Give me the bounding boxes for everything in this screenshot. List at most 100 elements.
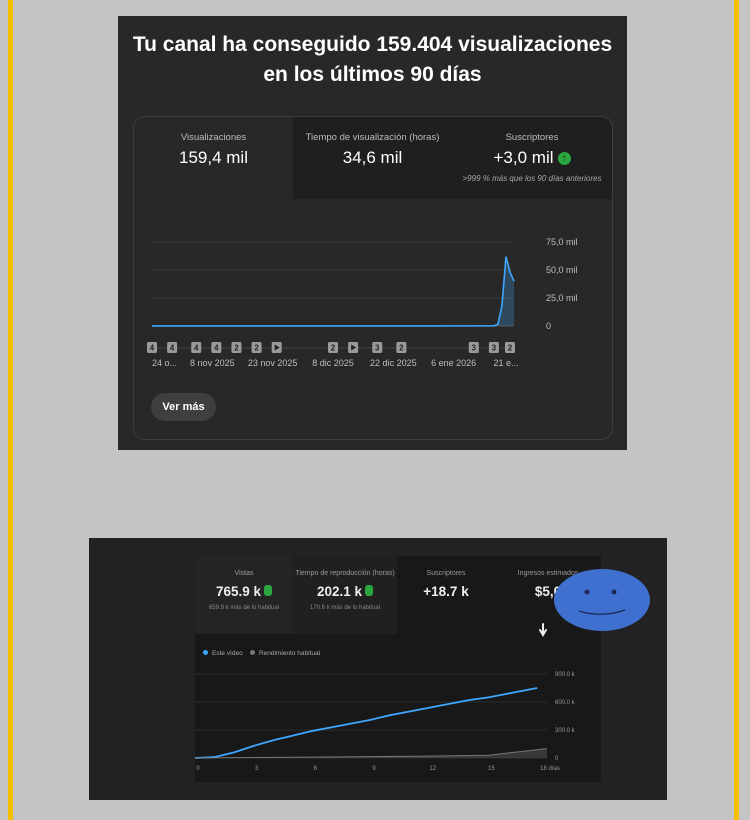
legend-label: Este vídeo: [212, 650, 243, 657]
metric-label: Visualizaciones: [180, 132, 247, 143]
y-tick-label: 300.0 k: [555, 728, 576, 734]
arrow-up-icon: ↑: [557, 152, 571, 165]
metric-label: Suscriptores: [505, 132, 559, 143]
tab-watch-time[interactable]: Tiempo de visualización (horas) 34,6 mil: [293, 117, 452, 199]
event-marker: [147, 342, 157, 353]
event-marker: [251, 342, 262, 353]
metric-label: Ingresos estimados: [517, 570, 579, 577]
metric-value: 765.9 k: [215, 584, 262, 599]
smiley-face-shape: [554, 569, 650, 631]
smiley-mouth: [578, 609, 626, 615]
metric-note: 659.9 k más de lo habitual: [208, 605, 280, 611]
event-marker-label: 2: [234, 344, 239, 353]
event-marker: [504, 342, 515, 353]
smiley-face-drawing: [554, 569, 650, 631]
views-chart: 75,0 mil 50,0 mil 25,0 mil 0 4 4 4 4 2 2 2 3 2 3 3 2 24 …: [147, 237, 578, 368]
tab-watch-time[interactable]: Tiempo de reproducción (horas) 202.1 k 1…: [293, 556, 397, 634]
x-tick-label: 21 e...: [493, 358, 518, 368]
event-marker: [488, 342, 499, 353]
event-marker: [468, 342, 479, 353]
event-marker-label: 2: [399, 344, 404, 353]
y-tick-label: 75,0 mil: [546, 237, 578, 247]
event-marker: [211, 342, 222, 353]
event-marker: [396, 342, 407, 353]
mouse-cursor-icon: [539, 623, 547, 637]
x-tick-label: 0: [196, 766, 200, 772]
x-tick-label: 8 dic 2025: [312, 358, 354, 368]
video-analytics-screenshot: Vistas 765.9 k 659.9 k más de lo habitua…: [89, 538, 667, 800]
play-icon: [351, 344, 357, 351]
event-marker-label: 3: [472, 344, 477, 353]
event-marker-label: 4: [214, 344, 219, 353]
metrics-card: Visualizaciones 159,4 mil Tiempo de visu…: [133, 116, 613, 440]
analytics-summary-panel: Tu canal ha conseguido 159.404 visualiza…: [118, 16, 627, 450]
chart-legend: Este vídeo Rendimiento habitual: [203, 650, 320, 657]
video-analytics-card: Vistas 765.9 k 659.9 k más de lo habitua…: [195, 556, 601, 782]
play-icon: [274, 344, 280, 351]
left-frame-border: [8, 0, 13, 820]
event-marker: [328, 342, 338, 353]
x-tick-label: 24 o...: [152, 358, 177, 368]
metric-label: Suscriptores: [426, 570, 466, 577]
x-tick-label: 6 ene 2026: [431, 358, 476, 368]
smiley-right-eye: [611, 589, 617, 595]
x-tick-label: 6: [314, 766, 318, 772]
event-marker: [167, 342, 178, 353]
event-marker-label: 3: [492, 344, 497, 353]
metric-value-row: 765.9 k: [195, 584, 293, 599]
y-tick-label: 900.0 k: [555, 672, 576, 678]
metric-value-row: +3,0 mil ↑: [452, 148, 612, 168]
smiley-left-eye: [584, 589, 590, 595]
metric-note: 170.6 k más de lo habitual: [309, 605, 381, 611]
this-video-line: [195, 687, 538, 759]
event-marker-label: 4: [150, 344, 155, 353]
tab-subscribers[interactable]: Suscriptores +18.7 k: [397, 556, 495, 634]
event-marker: [372, 342, 383, 353]
legend-label: Rendimiento habitual: [258, 650, 321, 657]
metric-label: Tiempo de reproducción (horas): [295, 570, 395, 577]
event-marker-label: 4: [194, 344, 199, 353]
cumulative-views-chart: 900.0 k 600.0 k 300.0 k 0 0 3 6 9 12 15 18 días: [195, 672, 576, 772]
x-tick-label: 8 nov 2025: [190, 358, 235, 368]
tab-subscribers[interactable]: Suscriptores +3,0 mil ↑ >999 % más que lo…: [452, 117, 612, 199]
legend-dot: [203, 650, 208, 655]
metric-value: 202.1 k: [316, 584, 363, 599]
metric-value-row: 202.1 k: [293, 584, 397, 599]
tab-views[interactable]: Vistas 765.9 k 659.9 k más de lo habitua…: [195, 556, 293, 634]
page-title: Tu canal ha conseguido 159.404 visualiza…: [132, 33, 613, 86]
y-tick-label: 25,0 mil: [546, 293, 578, 303]
y-tick-label: 600.0 k: [555, 700, 576, 706]
y-tick-label: 50,0 mil: [546, 265, 578, 275]
see-more-button[interactable]: Ver más: [151, 393, 216, 421]
event-marker-label: 3: [375, 344, 380, 353]
x-tick-label: 23 nov 2025: [248, 358, 298, 368]
metric-note: >999 % más que los 90 días anteriores: [462, 174, 602, 183]
legend-dot: [249, 650, 255, 655]
x-tick-label: 3: [255, 766, 259, 772]
event-marker-label: 2: [331, 344, 336, 353]
y-tick-label: 0: [555, 756, 559, 762]
metric-value: +3,0 mil: [493, 148, 554, 167]
x-tick-label: 22 dic 2025: [370, 358, 417, 368]
event-marker-label: 2: [254, 344, 259, 353]
x-tick-label: 15: [488, 766, 495, 772]
event-marker: [231, 342, 242, 353]
typical-performance-line: [195, 748, 548, 759]
metric-label: Tiempo de visualización (horas): [305, 132, 440, 143]
x-tick-label: 9: [372, 766, 376, 772]
metric-value: 159,4 mil: [179, 148, 248, 167]
x-tick-label: 12: [429, 766, 436, 772]
series-line: [152, 256, 515, 327]
metric-value: 34,6 mil: [342, 148, 403, 167]
metric-label: Vistas: [234, 570, 254, 577]
metric-value: +18.7 k: [423, 584, 469, 599]
arrow-up-icon: [365, 585, 374, 596]
event-marker-label: 2: [508, 344, 513, 353]
right-frame-border: [734, 0, 739, 820]
tab-views[interactable]: Visualizaciones 159,4 mil: [134, 117, 293, 199]
event-marker: [191, 342, 202, 353]
arrow-up-icon: [264, 585, 273, 596]
series-area: [152, 256, 514, 326]
x-tick-label: 18 días: [540, 766, 560, 772]
event-marker-label: 4: [170, 344, 175, 353]
